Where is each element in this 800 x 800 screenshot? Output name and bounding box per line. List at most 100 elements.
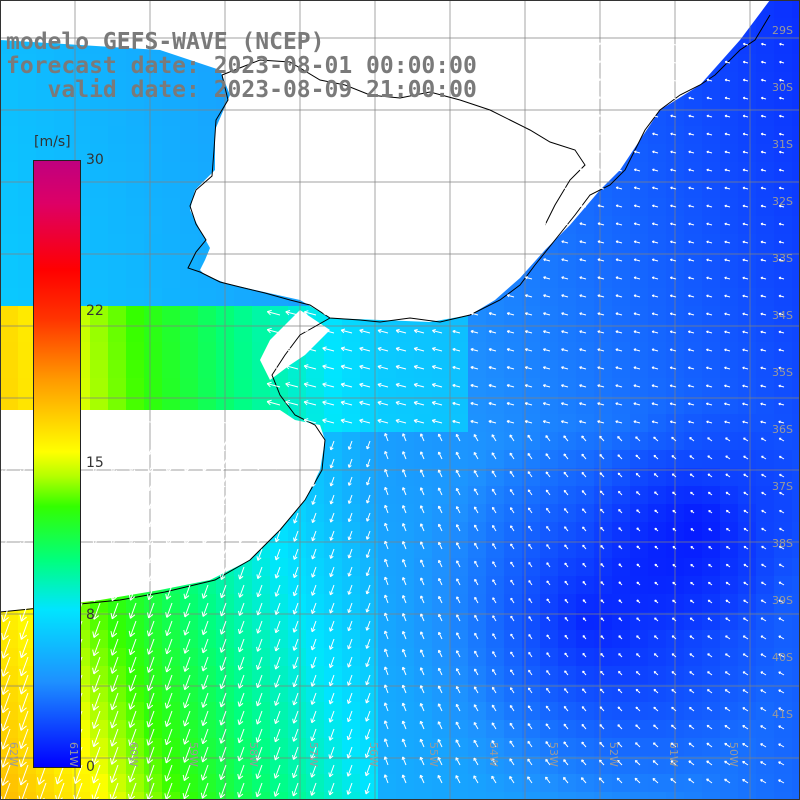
speed-cell xyxy=(630,612,648,630)
speed-cell xyxy=(414,684,432,702)
speed-cell xyxy=(108,756,126,774)
speed-cell xyxy=(540,522,558,540)
speed-cell xyxy=(504,540,522,558)
speed-cell xyxy=(18,198,36,216)
speed-cell xyxy=(252,378,270,396)
speed-cell xyxy=(378,774,396,792)
speed-cell xyxy=(90,126,108,144)
speed-cell xyxy=(486,540,504,558)
wind-arrow-icon xyxy=(633,168,641,172)
wind-arrow-icon xyxy=(779,96,785,100)
speed-cell xyxy=(702,702,720,720)
speed-cell xyxy=(756,756,774,774)
longitude-label: 55W xyxy=(427,742,440,767)
speed-cell xyxy=(18,756,36,774)
speed-cell xyxy=(540,504,558,522)
speed-cell xyxy=(684,684,702,702)
speed-cell xyxy=(342,666,360,684)
speed-cell xyxy=(126,216,144,234)
speed-cell xyxy=(720,432,738,450)
wind-arrow-icon xyxy=(615,204,623,208)
speed-cell xyxy=(648,576,666,594)
speed-cell xyxy=(162,702,180,720)
speed-cell xyxy=(720,648,738,666)
speed-cell xyxy=(558,648,576,666)
longitude-label: 54W xyxy=(487,742,500,767)
speed-cell xyxy=(324,774,342,792)
speed-cell xyxy=(18,630,36,648)
speed-cell xyxy=(108,738,126,756)
speed-cell xyxy=(522,594,540,612)
speed-cell xyxy=(612,522,630,540)
speed-cell xyxy=(792,216,800,234)
wind-arrow-icon xyxy=(778,150,785,154)
speed-cell xyxy=(162,270,180,288)
speed-cell xyxy=(108,252,126,270)
speed-cell xyxy=(558,504,576,522)
speed-cell xyxy=(630,648,648,666)
speed-cell xyxy=(162,738,180,756)
speed-cell xyxy=(90,792,108,800)
speed-cell xyxy=(468,450,486,468)
speed-cell xyxy=(126,180,144,198)
speed-cell xyxy=(558,756,576,774)
speed-cell xyxy=(630,522,648,540)
speed-cell xyxy=(594,594,612,612)
speed-cell xyxy=(504,792,522,800)
speed-cell xyxy=(306,738,324,756)
wind-arrow-icon xyxy=(760,222,767,226)
speed-cell xyxy=(306,558,324,576)
speed-cell xyxy=(720,666,738,684)
speed-cell xyxy=(18,108,36,126)
speed-cell xyxy=(162,144,180,162)
wind-arrow-icon xyxy=(688,96,695,100)
wind-arrow-icon xyxy=(652,168,659,172)
speed-cell xyxy=(144,108,162,126)
speed-cell xyxy=(342,738,360,756)
speed-cell xyxy=(756,522,774,540)
wind-arrow-icon xyxy=(670,96,677,100)
speed-cell xyxy=(414,738,432,756)
speed-cell xyxy=(738,576,756,594)
speed-cell xyxy=(720,720,738,738)
speed-cell xyxy=(306,684,324,702)
speed-cell xyxy=(18,666,36,684)
speed-cell xyxy=(576,558,594,576)
wind-arrow-icon xyxy=(724,60,731,64)
speed-cell xyxy=(360,576,378,594)
speed-cell xyxy=(54,90,72,108)
speed-cell xyxy=(108,324,126,342)
speed-cell xyxy=(522,738,540,756)
speed-cell xyxy=(144,288,162,306)
colorbar-tick: 8 xyxy=(86,607,95,623)
speed-cell xyxy=(144,738,162,756)
speed-cell xyxy=(0,288,18,306)
speed-cell xyxy=(648,522,666,540)
wind-arrow-icon xyxy=(688,42,695,46)
speed-cell xyxy=(18,702,36,720)
speed-cell xyxy=(612,774,630,792)
speed-cell xyxy=(522,666,540,684)
speed-cell xyxy=(342,630,360,648)
wind-arrow-icon xyxy=(724,186,731,190)
speed-cell xyxy=(450,630,468,648)
speed-cell xyxy=(522,612,540,630)
speed-cell xyxy=(774,0,792,18)
speed-cell xyxy=(414,450,432,468)
wind-arrow-icon xyxy=(543,222,551,226)
speed-cell xyxy=(162,234,180,252)
speed-cell xyxy=(108,306,126,324)
speed-cell xyxy=(792,738,800,756)
speed-cell xyxy=(90,54,108,72)
speed-cell xyxy=(180,234,198,252)
speed-cell xyxy=(450,666,468,684)
speed-cell xyxy=(450,684,468,702)
speed-cell xyxy=(684,612,702,630)
wind-arrows xyxy=(0,42,785,800)
speed-cell xyxy=(792,756,800,774)
speed-cell xyxy=(792,720,800,738)
wind-arrow-icon xyxy=(779,114,785,118)
speed-cell xyxy=(486,522,504,540)
wind-arrow-icon xyxy=(543,240,551,244)
speed-cell xyxy=(630,666,648,684)
